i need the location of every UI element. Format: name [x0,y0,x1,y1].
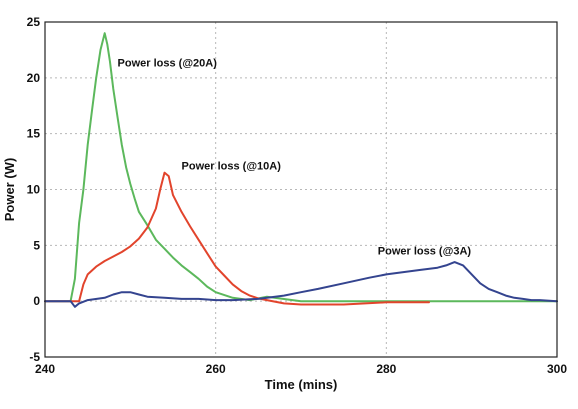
x-tick-label: 300 [547,362,567,376]
series-line-2 [44,171,430,306]
x-tick-label: 260 [206,362,226,376]
series-line-1 [44,32,558,303]
y-axis-title: Power (W) [2,158,17,222]
annotation-label: Power loss (@10A) [182,160,282,172]
x-tick-label: 240 [35,362,55,376]
y-tick-label: 5 [33,238,40,252]
y-tick-label: 10 [27,183,41,197]
y-tick-label: 20 [27,71,41,85]
y-tick-label: 0 [33,294,40,308]
tick-labels: 240 260 280 300 -5 0 5 10 15 20 25 [27,15,568,376]
x-axis-title: Time (mins) [265,377,338,392]
series-line-3 [44,261,558,308]
series-lines [44,32,558,308]
annotation-label: Power loss (@20A) [118,58,218,70]
grid [45,22,557,357]
y-tick-label: 15 [27,127,41,141]
plot-frame [44,21,558,358]
y-tick-label: 25 [27,15,41,29]
y-tick-label: -5 [29,350,40,364]
annotation-label: Power loss (@3A) [378,245,472,257]
annotations: Power loss (@20A) Power loss (@10A) Power … [118,58,472,258]
x-tick-label: 280 [376,362,396,376]
